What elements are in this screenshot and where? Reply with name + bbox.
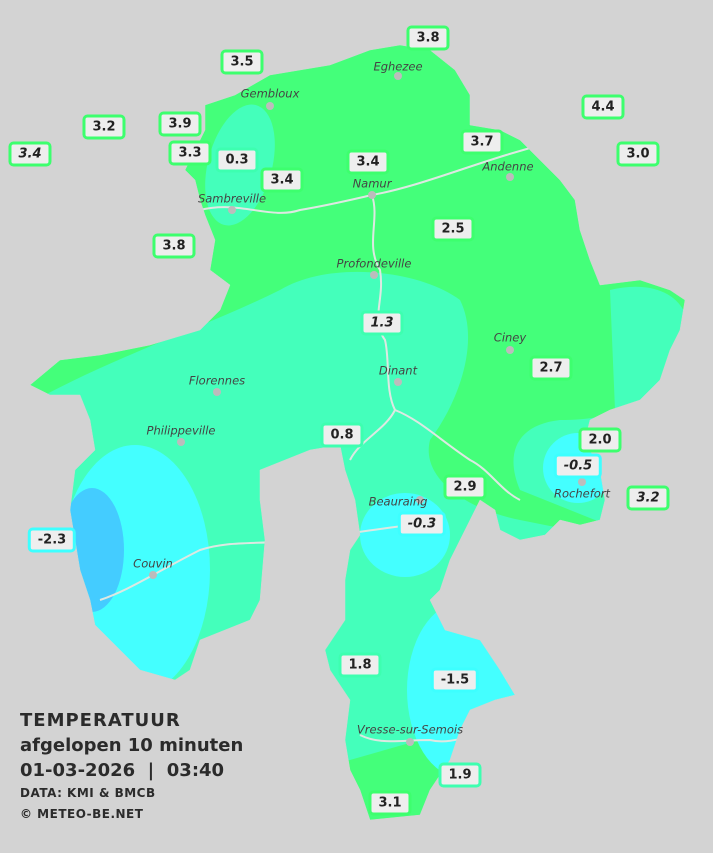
town-dot [578,478,586,486]
town-label: Philippeville [146,423,216,438]
town-label: Profondeville [336,256,412,271]
station-temperature-badge[interactable]: -0.3 [397,511,447,537]
station-temperature-badge[interactable]: 3.4 [346,149,390,175]
station-temperature-badge[interactable]: 2.5 [431,216,475,242]
station-temperature-badge[interactable]: 3.7 [460,129,504,155]
town-label: Rochefort [553,486,611,501]
town-label: Dinant [378,363,418,378]
town-dot [177,438,185,446]
station-temperature-badge[interactable]: 1.8 [338,652,382,678]
town-label: Eghezee [373,59,423,74]
station-temperature-badge[interactable]: -2.3 [27,527,77,553]
legend-subtitle: afgelopen 10 minuten [20,735,244,756]
station-temperature-badge[interactable]: 0.8 [320,422,364,448]
town-dot [213,388,221,396]
station-temperature-badge[interactable]: 3.0 [616,141,660,167]
station-temperature-badge[interactable]: 3.2 [82,114,126,140]
town-dot [394,72,402,80]
station-temperature-badge[interactable]: 0.3 [215,147,259,173]
town-label: Ciney [493,330,527,345]
town-dot [394,378,402,386]
station-temperature-badge[interactable]: 3.4 [260,167,304,193]
town-dot [506,173,514,181]
station-temperature-badge[interactable]: 3.8 [406,25,450,51]
town-dot [416,496,424,504]
town-label: Florennes [188,373,246,388]
station-temperature-badge[interactable]: 3.5 [220,49,264,75]
town-dot [406,738,414,746]
town-dots [149,72,586,746]
legend: TEMPERATUUR afgelopen 10 minuten 01-03-2… [20,708,243,825]
town-dot [228,206,236,214]
station-temperature-badge[interactable]: 1.3 [360,310,404,336]
legend-datetime: 01-03-2026 | 03:40 [20,760,225,781]
station-temperature-badge[interactable]: 3.3 [168,140,212,166]
station-temperature-badge[interactable]: 3.9 [158,111,202,137]
town-label: Vresse-sur-Semois [356,722,464,737]
town-label: Beauraing [368,494,428,509]
town-dot [149,571,157,579]
station-temperature-badge[interactable]: 3.2 [626,485,670,511]
town-label: Gembloux [240,86,300,101]
station-temperature-badge[interactable]: -1.5 [430,667,480,693]
town-label: Couvin [133,556,173,571]
station-temperature-badge[interactable]: 4.4 [581,94,625,120]
station-temperature-badge[interactable]: 3.4 [8,141,52,167]
station-temperature-badge[interactable]: 2.0 [578,427,622,453]
station-temperature-badge[interactable]: 1.9 [438,762,482,788]
town-dot [266,102,274,110]
town-dot [368,191,376,199]
town-dot [506,346,514,354]
town-label: Andenne [482,159,534,174]
town-dot [370,271,378,279]
legend-copyright: © METEO-BE.NET [20,807,144,821]
station-temperature-badge[interactable]: -0.5 [553,453,603,479]
town-label: Namur [352,176,392,191]
legend-source: DATA: KMI & BMCB [20,786,156,800]
station-temperature-badge[interactable]: 3.1 [368,790,412,816]
station-temperature-badge[interactable]: 2.7 [529,355,573,381]
station-temperature-badge[interactable]: 3.8 [152,233,196,259]
legend-title: TEMPERATUUR [20,710,181,731]
town-label: Sambreville [197,191,267,206]
station-temperature-badge[interactable]: 2.9 [443,474,487,500]
